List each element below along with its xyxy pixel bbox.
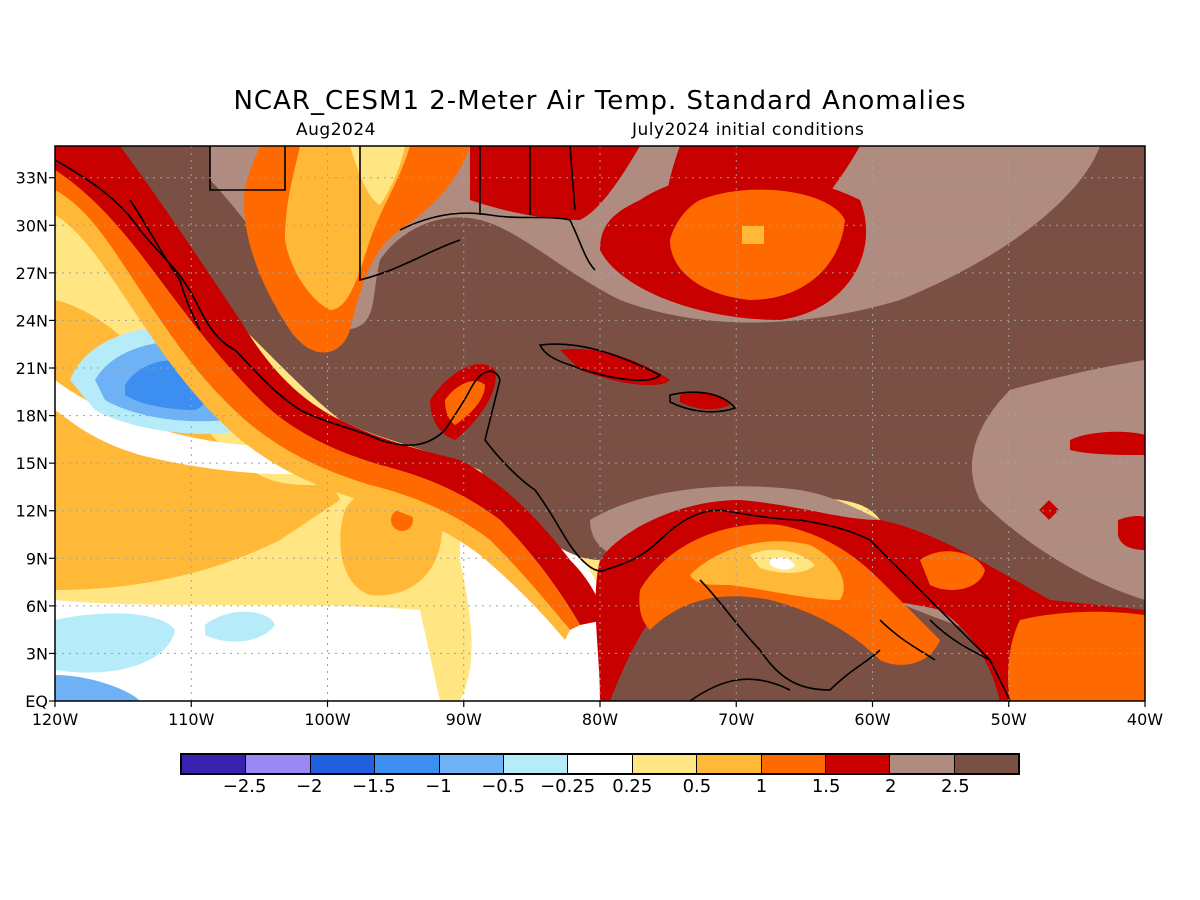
lat-tick-label: 3N — [26, 644, 48, 663]
pacific-coast-yellow-band — [55, 190, 570, 640]
axis-ticks — [49, 177, 1146, 707]
legend-color-cell — [503, 755, 569, 773]
chart-title: NCAR_CESM1 2-Meter Air Temp. Standard An… — [233, 86, 967, 116]
legend-label: −0.25 — [540, 776, 596, 797]
lat-tick-label: 6N — [26, 597, 48, 616]
cool-region-small — [205, 611, 275, 642]
legend-color-cell — [890, 755, 955, 773]
atlantic-red-patch — [1070, 431, 1145, 455]
legend-color-cell — [568, 755, 633, 773]
legend-color-cell — [439, 755, 504, 773]
lat-tick-label: 27N — [16, 264, 48, 283]
lon-tick-label: 40W — [1127, 710, 1163, 729]
south-america-neutral-spot — [770, 557, 795, 570]
legend-label: 0.25 — [612, 776, 653, 797]
legend-label: 2.5 — [941, 776, 970, 797]
legend-label: −1 — [425, 776, 452, 797]
init-conditions-label: July2024 initial conditions — [632, 120, 865, 140]
legend-label: 0.5 — [682, 776, 712, 797]
lat-tick-labels: EQ 3N 6N 9N 12N 15N 18N 21N 24N 27N 30N 33N — [16, 169, 48, 711]
gridlines — [55, 146, 1145, 701]
legend-label: 1 — [755, 776, 768, 797]
south-america-yellow-band — [690, 541, 844, 600]
lat-tick-label: EQ — [25, 692, 48, 711]
cool-region-south — [55, 613, 175, 673]
lon-tick-label: 120W — [32, 710, 79, 729]
lat-tick-label: 12N — [16, 502, 48, 521]
legend-color-cell — [310, 755, 376, 773]
atlantic-orange-patch — [920, 551, 985, 590]
legend-label: 2 — [885, 776, 897, 797]
lat-tick-label: 21N — [16, 359, 48, 378]
lon-tick-label: 110W — [168, 710, 215, 729]
warm-band-east — [971, 360, 1145, 600]
lat-tick-label: 18N — [16, 407, 48, 426]
atlantic-hot-spot — [742, 226, 764, 244]
lon-tick-label: 90W — [446, 710, 482, 729]
legend-color-cell — [632, 755, 698, 773]
legend-color-cell — [954, 755, 1019, 773]
map-plot-area — [55, 146, 1145, 701]
lat-tick-label: 15N — [16, 454, 48, 473]
lon-tick-label: 50W — [991, 710, 1027, 729]
legend-colorbar — [180, 753, 1020, 775]
cuba-red — [560, 349, 670, 386]
legend-color-cell — [375, 755, 440, 773]
lon-tick-labels: 120W 110W 100W 90W 80W 70W 60W 50W 40W — [32, 710, 1163, 729]
forecast-month-label: Aug2024 — [296, 120, 376, 140]
atlantic-red-edge — [1118, 515, 1145, 550]
lat-tick-label: 30N — [16, 216, 48, 235]
legend-color-cell — [697, 755, 762, 773]
southeast-us-red — [470, 146, 640, 220]
legend-label: 1.5 — [811, 776, 841, 797]
legend-labels: −2.5 −2 −1.5 −1 −0.5 −0.25 0.25 0.5 1 1.5 2 2.5 — [0, 776, 1200, 800]
lon-tick-label: 80W — [582, 710, 618, 729]
cool-region-corner — [55, 675, 140, 701]
pacific-coast-orange-band — [55, 170, 580, 630]
lon-tick-label: 60W — [854, 710, 890, 729]
atlantic-red-dot — [1039, 500, 1059, 520]
mexico-pale-plume — [350, 146, 405, 205]
lon-tick-label: 70W — [718, 710, 754, 729]
lat-tick-label: 9N — [26, 549, 48, 568]
lon-tick-label: 100W — [304, 710, 351, 729]
legend-label: −2.5 — [222, 776, 267, 797]
lat-tick-label: 33N — [16, 169, 48, 188]
legend-color-cell — [825, 755, 891, 773]
pacific-coast-red-band — [55, 146, 605, 625]
legend-label: −2 — [295, 776, 323, 797]
legend-color-cell — [182, 755, 247, 773]
lat-tick-label: 24N — [16, 311, 48, 330]
legend-label: −1.5 — [351, 776, 396, 797]
legend-color-cell — [761, 755, 826, 773]
legend-label: −0.5 — [481, 776, 525, 797]
atlantic-southeast-orange — [1008, 611, 1145, 701]
legend-color-cell — [246, 755, 311, 773]
